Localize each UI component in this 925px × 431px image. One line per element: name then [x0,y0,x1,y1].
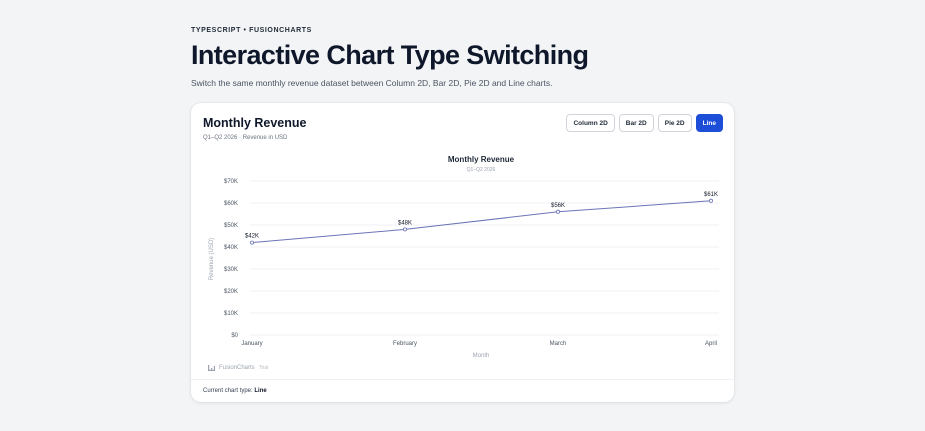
data-label: $61K [704,192,718,198]
y-tick-label: $20K [224,289,238,295]
fusioncharts-logo-icon [208,365,215,371]
chart-gridlines [250,180,719,336]
data-point [555,209,560,214]
card-subtitle: Q1–Q2 2026 · Revenue in USD [203,135,288,141]
x-tick-label: March [550,341,567,347]
chart-title: Monthly Revenue [448,155,515,164]
y-tick-label: $40K [224,245,238,251]
revenue-series-line [251,200,712,244]
page-title: Interactive Chart Type Switching [191,40,589,70]
line-chart: Monthly Revenue Q1–Q2 2026 $0 $10K $20K $30… [209,155,719,359]
y-tick-label: $50K [224,223,238,229]
current-type-label: Current chart type: [203,388,253,394]
y-tick-label: $70K [224,179,238,185]
data-point [250,240,255,245]
y-axis-title: Revenue (USD) [209,238,215,280]
x-tick-label: April [705,341,717,347]
data-label: $42K [245,234,259,240]
chart-card: Monthly Revenue Q1–Q2 2026 · Revenue in … [191,103,734,402]
watermark-suffix: Trial [258,364,269,371]
card-divider [191,379,734,380]
x-tick-label: January [241,341,262,347]
chart-type-switcher: Column 2D Bar 2D Pie 2D Line [566,114,723,132]
data-point [402,227,407,232]
page-description: Switch the same monthly revenue dataset … [191,78,553,88]
current-type-value: Line [254,388,267,394]
fusioncharts-watermark: FusionCharts Trial [208,364,268,371]
current-chart-type: Current chart type: Line [203,388,267,394]
x-axis-ticks: January February March April [241,341,717,347]
line-button[interactable]: Line [695,114,723,132]
eyebrow-label: TYPESCRIPT • FUSIONCHARTS [191,27,312,34]
data-label: $48K [398,220,412,226]
bar-2d-button[interactable]: Bar 2D [618,114,654,132]
y-axis-ticks: $0 $10K $20K $30K $40K $50K $60K $70K [224,179,239,339]
y-tick-label: $60K [224,201,238,207]
data-point [709,198,714,203]
column-2d-button[interactable]: Column 2D [566,114,615,132]
y-tick-label: $0 [231,333,238,339]
x-tick-label: February [393,341,417,347]
x-axis-title: Month [473,353,490,359]
watermark-text: FusionCharts [219,364,255,371]
pie-2d-button[interactable]: Pie 2D [657,114,692,132]
chart-subtitle: Q1–Q2 2026 [467,167,496,173]
data-labels: $42K $48K $56K $61K [245,192,718,240]
y-tick-label: $30K [224,267,238,273]
y-tick-label: $10K [224,311,238,317]
data-label: $56K [551,203,565,209]
data-points [250,198,714,245]
card-title: Monthly Revenue [203,116,307,130]
